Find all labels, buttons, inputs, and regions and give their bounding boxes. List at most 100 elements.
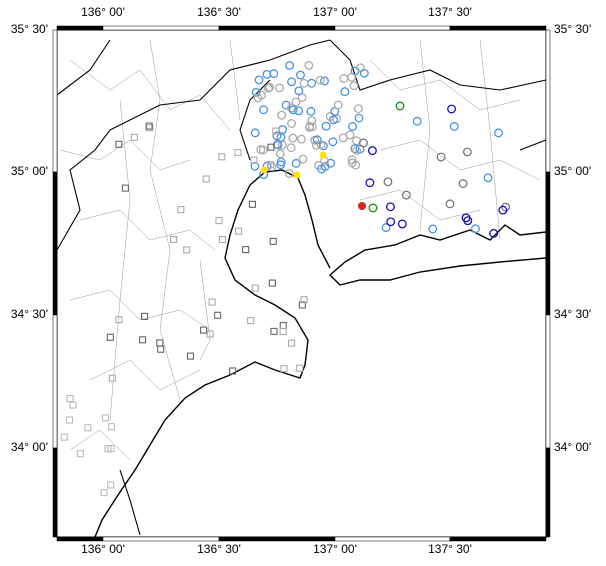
station-marker [260,166,268,174]
frame-bar [334,25,451,31]
station-marker [288,133,298,143]
station-marker [329,115,338,125]
station-marker [234,149,242,157]
station-marker [130,133,138,141]
frame-bar [545,447,551,538]
longitude-label: 136° 00' [81,5,125,19]
map-frame [56,29,547,538]
station-marker [145,122,153,130]
station-marker [250,128,260,138]
station-marker [60,433,68,441]
station-marker [296,70,305,80]
frame-bar [545,29,551,173]
station-marker [483,173,493,183]
station-markers [60,60,511,497]
latitude-label: 35° 30' [11,22,48,36]
station-marker [299,78,309,88]
station-marker [218,153,226,161]
station-marker [186,352,195,360]
station-marker [436,152,446,162]
longitude-label: 136° 30' [197,542,241,556]
station-marker [447,104,457,114]
latitude-label: 34° 30' [554,307,591,321]
station-marker [401,190,411,200]
station-marker [381,223,391,233]
station-marker [270,327,278,335]
station-marker [367,146,377,156]
station-marker [263,83,273,93]
longitude-label: 137° 30' [428,542,472,556]
station-marker [284,168,294,178]
station-marker [288,105,298,115]
frame-bar [449,25,547,31]
station-marker [293,171,301,179]
station-marker [354,113,364,123]
station-marker [489,228,499,238]
station-marker [498,205,508,215]
station-marker [229,367,237,375]
station-marker [306,106,316,116]
station-marker [294,106,304,116]
station-marker [259,105,269,115]
station-marker [235,227,243,235]
station-marker [108,374,116,382]
frame-bar [334,536,451,542]
longitude-label: 137° 00' [313,542,357,556]
latitude-label: 34° 00' [554,440,591,454]
station-marker [340,87,350,97]
station-marker [266,160,275,169]
station-marker [449,122,459,131]
station-marker [269,237,277,245]
frame-bar [218,25,336,31]
longitude-label: 136° 00' [81,542,125,556]
station-marker [328,137,338,147]
station-marker [458,179,468,189]
frame-bar [102,536,220,542]
station-marker [471,224,480,234]
station-marker [365,178,375,188]
station-marker [265,82,275,92]
longitude-label: 136° 30' [197,5,241,19]
station-marker [258,145,268,155]
frame-bar [56,25,104,31]
station-marker [501,202,511,212]
station-marker [358,202,366,210]
station-marker [254,75,264,85]
frame-bar [52,29,58,173]
station-marker [347,72,356,82]
station-marker [107,481,115,489]
station-marker [280,365,288,373]
station-marker [300,296,308,304]
station-marker [275,83,284,93]
station-marker [272,127,280,135]
station-marker [100,489,108,497]
station-marker [268,279,276,287]
station-marker [315,75,325,85]
station-marker [279,327,287,336]
station-marker [202,175,210,183]
frame-bar [52,447,58,538]
station-marker [285,61,295,70]
municipal-boundaries [59,39,541,461]
station-marker [250,161,260,171]
station-marker [333,100,343,110]
station-marker [101,414,110,422]
station-marker [272,131,282,141]
station-marker [353,104,363,114]
station-marker [291,158,301,168]
station-marker [106,333,114,341]
latitude-label: 35° 30' [554,22,591,36]
station-marker [200,326,208,334]
station-marker [208,298,216,306]
station-marker [262,69,272,79]
station-marker [242,246,250,254]
station-marker [395,101,405,111]
station-marker [351,160,361,170]
station-marker [383,177,393,187]
station-marker [206,330,214,338]
station-marker [121,184,129,192]
station-marker [463,216,473,226]
station-marker [139,336,147,344]
station-marker [251,87,261,97]
station-marker [277,110,287,120]
